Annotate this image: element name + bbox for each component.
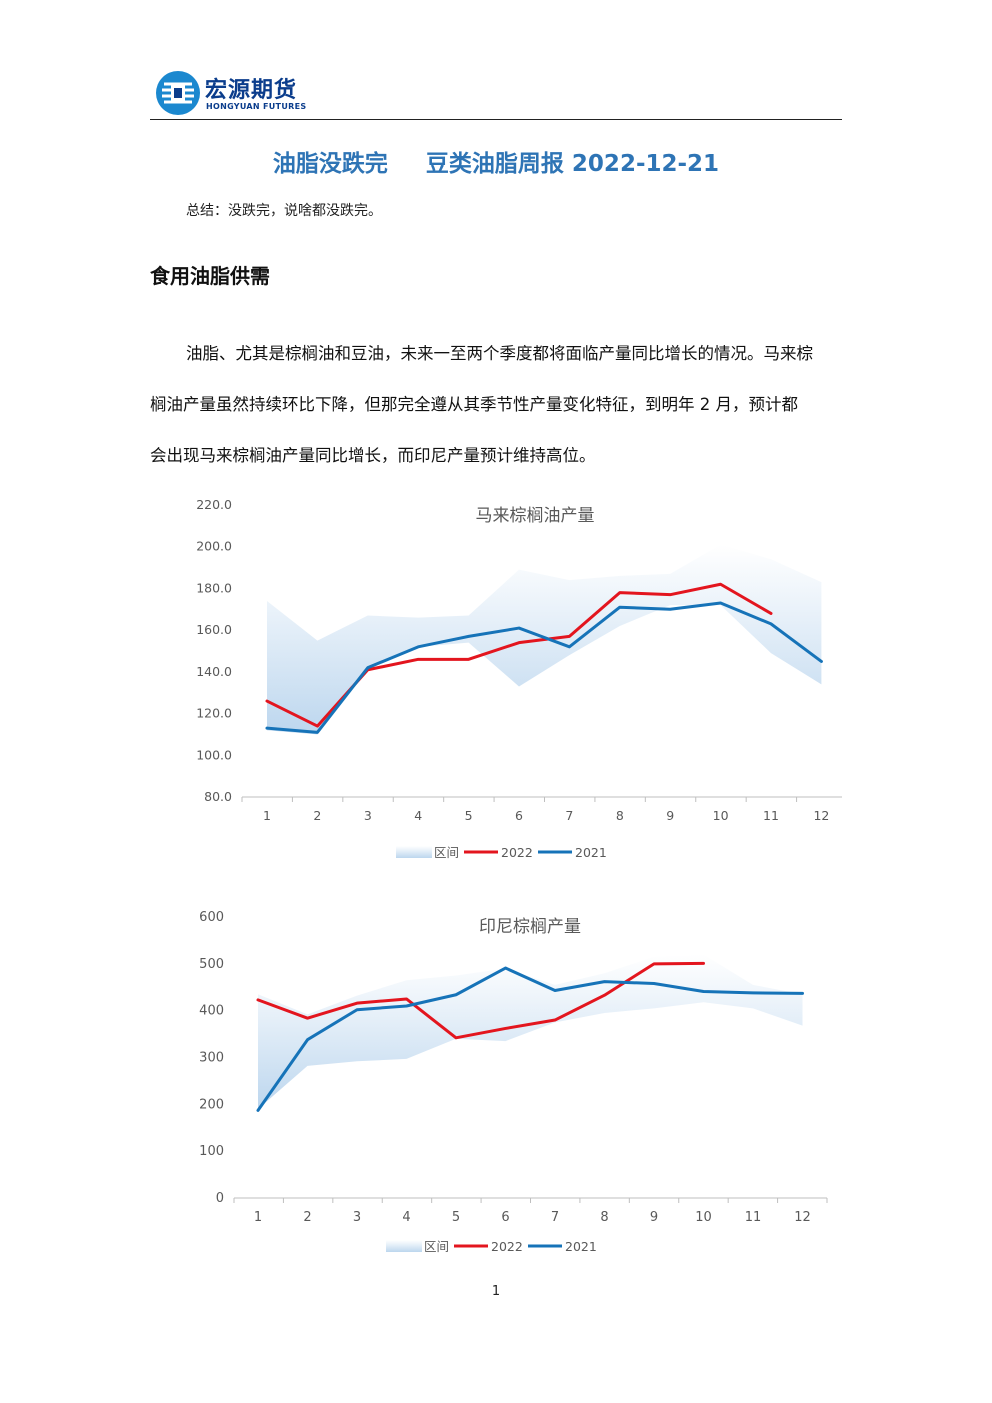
summary-text: 总结：没跌完，说啥都没跌完。	[186, 203, 382, 219]
series-line-2022	[256, 961, 705, 1040]
y-tick-label: 0	[216, 1191, 224, 1206]
x-tick-label: 9	[666, 808, 674, 823]
page-title: 油脂没跌完 豆类油脂周报 2022-12-21	[150, 144, 842, 178]
x-tick-label: 12	[813, 808, 829, 823]
y-tick-label: 140.0	[196, 664, 232, 679]
legend-label-2021: 2021	[565, 1239, 597, 1254]
legend-label-band: 区间	[424, 1239, 449, 1254]
x-tick-label: 4	[414, 808, 422, 823]
x-tick-label: 1	[254, 1210, 262, 1225]
y-tick-label: 500	[199, 957, 224, 972]
chart-legend: 区间 2022 2021	[396, 845, 607, 860]
x-tick-label: 11	[745, 1210, 762, 1225]
section-heading: 食用油脂供需	[150, 264, 270, 288]
x-tick-label: 11	[763, 808, 779, 823]
x-tick-label: 5	[465, 808, 473, 823]
x-tick-label: 8	[600, 1210, 608, 1225]
chart-malaysia-palm-output: 220.0 200.0 180.0 160.0 140.0 120.0 100.0 80.0 1…	[196, 497, 842, 860]
x-tick-label: 4	[402, 1210, 410, 1225]
y-tick-label: 100.0	[196, 747, 232, 762]
x-tick-label: 6	[515, 808, 523, 823]
paragraph-line-1: 油脂、尤其是棕榈油和豆油，未来一至两个季度都将面临产量同比增长的情况。马来棕	[186, 344, 813, 363]
y-tick-label: 180.0	[196, 580, 232, 595]
y-tick-label: 400	[199, 1004, 224, 1019]
y-tick-label: 300	[199, 1051, 224, 1066]
logo-text-cn: 宏源期货	[205, 78, 298, 103]
x-tick-label: 10	[713, 808, 729, 823]
y-tick-label: 200.0	[196, 539, 232, 554]
x-tick-label: 12	[794, 1210, 811, 1225]
y-tick-label: 220.0	[196, 497, 232, 512]
legend-label-2021: 2021	[575, 845, 607, 860]
x-tick-label: 9	[650, 1210, 658, 1225]
x-tick-label: 3	[364, 808, 372, 823]
y-tick-label: 100	[199, 1144, 224, 1159]
title-part-2: 豆类油脂周报 2022-12-21	[425, 151, 720, 177]
x-tick-label: 6	[501, 1210, 509, 1225]
chart-legend: 区间 2022 2021	[386, 1239, 597, 1254]
legend-swatch-band	[396, 846, 432, 858]
x-tick-label: 10	[695, 1210, 712, 1225]
x-tick-label: 5	[452, 1210, 460, 1225]
hongyuan-logo-icon	[156, 71, 200, 115]
y-tick-label: 200	[199, 1097, 224, 1112]
paragraph-line-3: 会出现马来棕榈油产量同比增长，而印尼产量预计维持高位。	[150, 446, 596, 465]
legend-swatch-band	[386, 1240, 422, 1252]
y-tick-label: 600	[199, 910, 224, 925]
x-tick-label: 7	[551, 1210, 559, 1225]
x-tick-label: 2	[313, 808, 321, 823]
x-tick-label: 8	[616, 808, 624, 823]
logo-text-en: HONGYUAN FUTURES	[206, 102, 307, 111]
series-line-2021	[265, 601, 823, 734]
x-tick-label: 1	[263, 808, 271, 823]
y-tick-label: 120.0	[196, 706, 232, 721]
chart-title: 印尼棕榈产量	[479, 917, 581, 937]
legend-label-2022: 2022	[501, 845, 533, 860]
paragraph-line-2: 榈油产量虽然持续环比下降，但那完全遵从其季节性产量变化特征，到明年 2 月，预计…	[150, 395, 798, 414]
x-tick-label: 2	[303, 1210, 311, 1225]
page-number: 1	[491, 1284, 501, 1299]
y-tick-label: 80.0	[204, 789, 232, 804]
series-line-2021	[256, 966, 804, 1112]
header-divider	[150, 119, 842, 120]
legend-label-band: 区间	[434, 845, 459, 860]
title-part-1: 油脂没跌完	[272, 151, 388, 177]
x-tick-label: 7	[565, 808, 573, 823]
chart-title: 马来棕榈油产量	[476, 506, 595, 526]
y-tick-label: 160.0	[196, 622, 232, 637]
page-header: 宏源期货 HONGYUAN FUTURES	[150, 64, 842, 120]
legend-label-2022: 2022	[491, 1239, 523, 1254]
x-tick-label: 3	[353, 1210, 361, 1225]
